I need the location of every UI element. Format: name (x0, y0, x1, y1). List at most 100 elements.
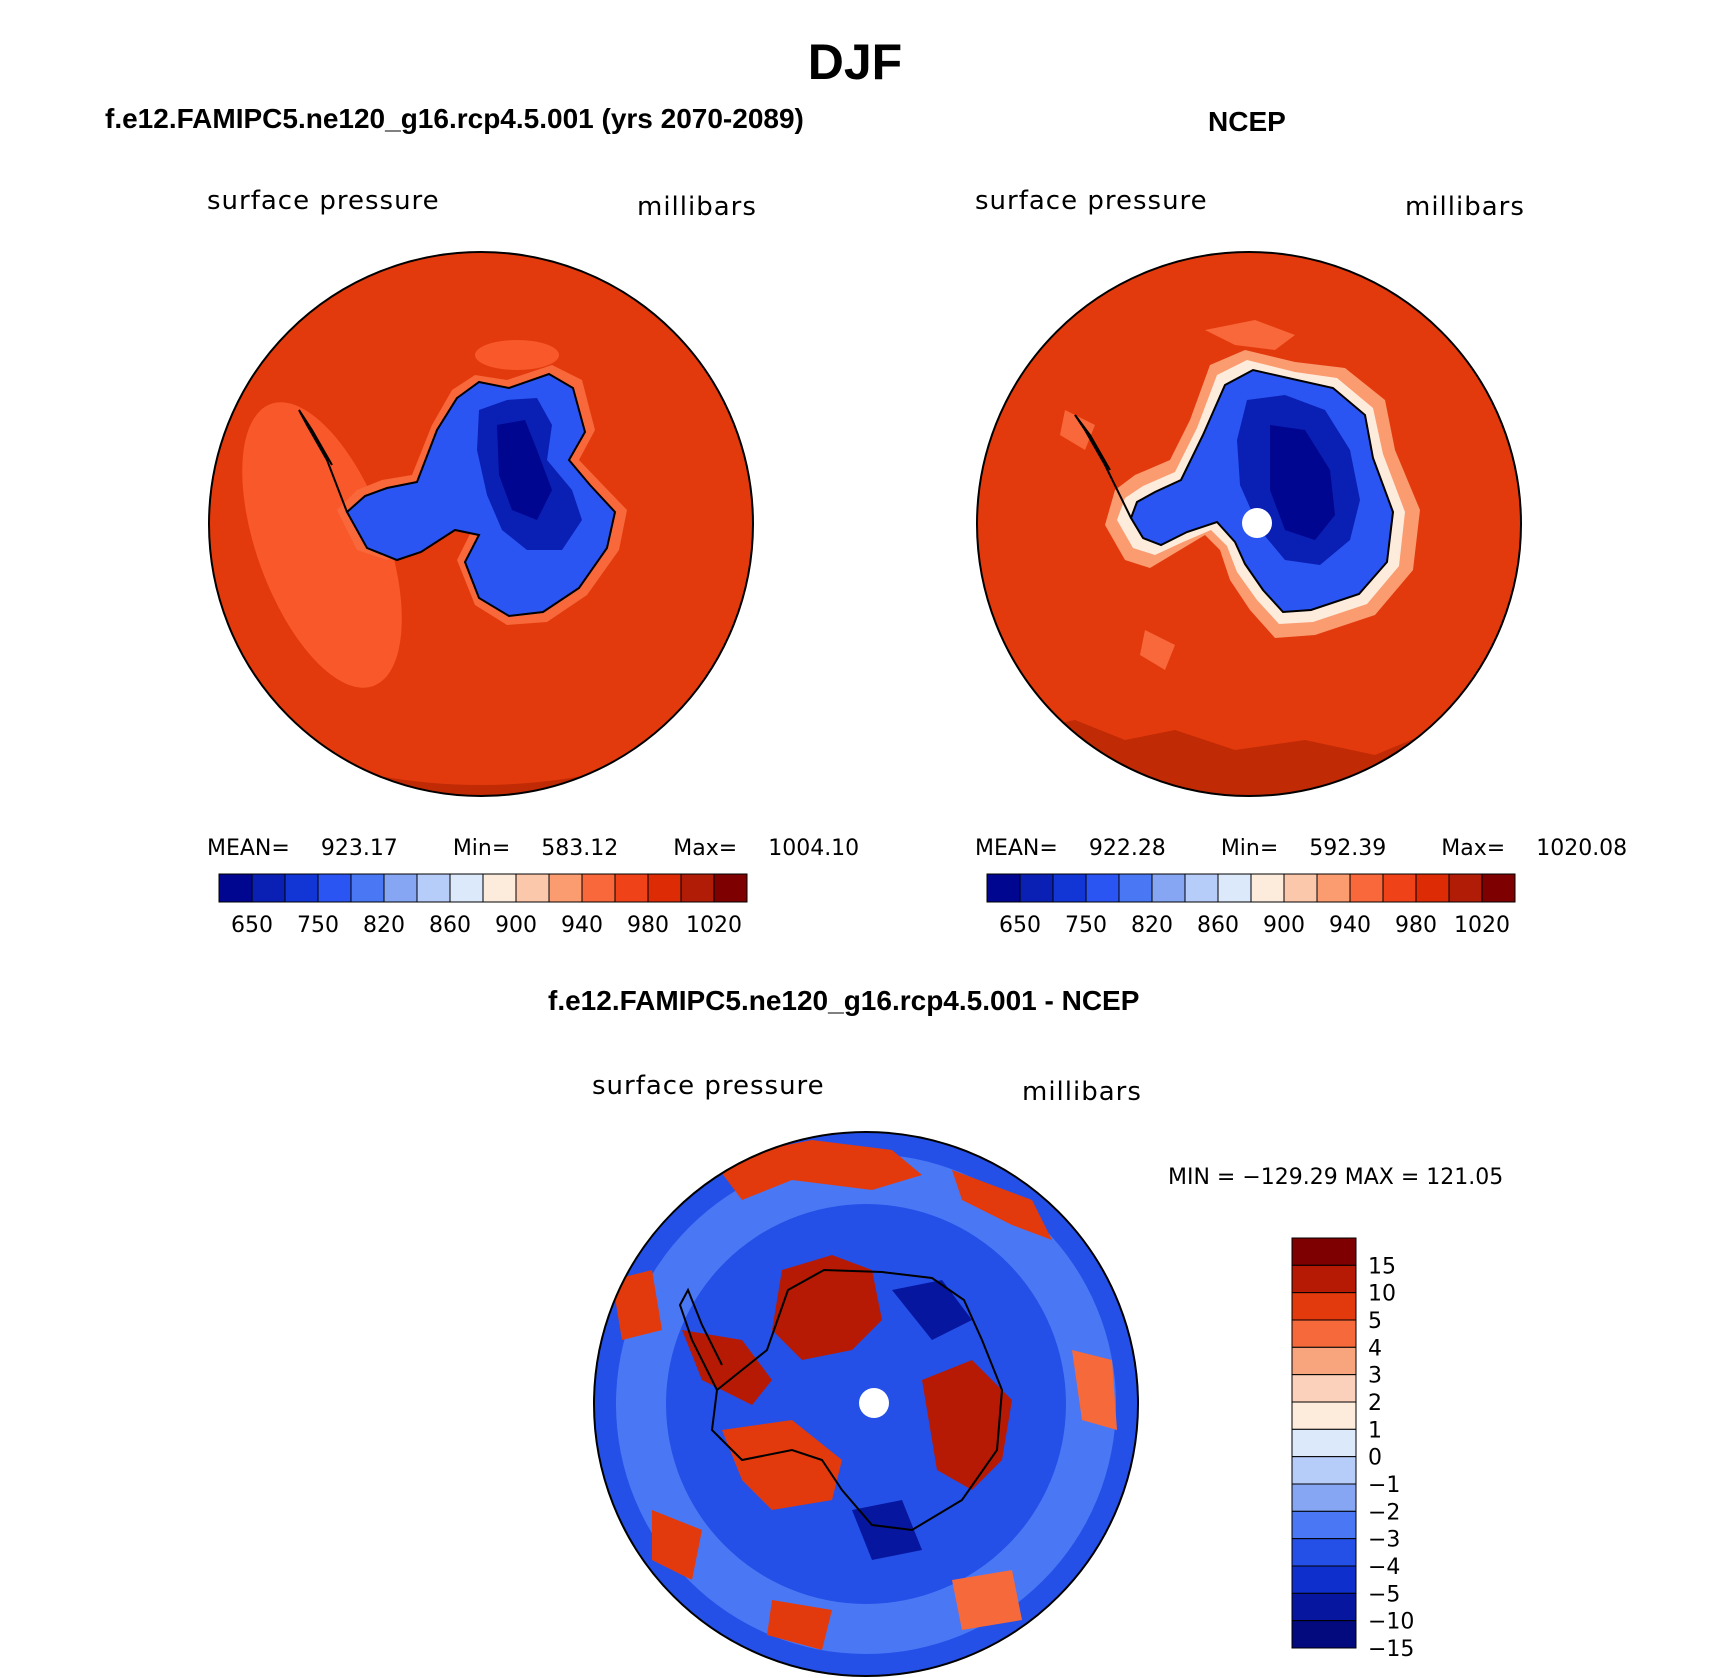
panel-2-patch-c (1140, 630, 1175, 670)
colorbar-box (1118, 873, 1153, 903)
diff-colorbar-box (1291, 1346, 1357, 1376)
diff-colorbar-tick-label: 10 (1368, 1282, 1396, 1307)
colorbar-tick-label: 820 (1131, 913, 1173, 938)
diff-patch-c1 (772, 1255, 882, 1360)
diff-pole-hole (859, 1388, 889, 1418)
panel-1-map-border (208, 251, 754, 797)
diff-colorbar-box (1291, 1592, 1357, 1622)
colorbar-box (680, 873, 715, 903)
diff-panel-polar-map (593, 1131, 1139, 1677)
diff-patch-w1 (612, 1270, 662, 1340)
colorbar-tick-label: 860 (429, 913, 471, 938)
colorbar-box (251, 873, 286, 903)
colorbar-box (1283, 873, 1318, 903)
diff-colorbar-box (1291, 1428, 1357, 1458)
panel-1-units-label: millibars (637, 192, 757, 222)
colorbar-box (317, 873, 352, 903)
diff-colorbar-box (1291, 1456, 1357, 1485)
colorbar-tick-label: 940 (561, 913, 603, 938)
colorbar-box (1019, 873, 1054, 903)
panel-1-variable-label: surface pressure (207, 186, 440, 216)
panel-1-peninsula-coast (298, 409, 348, 513)
diff-colorbar-tick-label: 2 (1368, 1391, 1382, 1416)
diff-patch-c3 (722, 1420, 842, 1510)
panel-2-polar-map (976, 251, 1522, 797)
diff-colorbar-tick-label: −1 (1368, 1473, 1400, 1498)
diff-colorbar-box (1291, 1510, 1357, 1540)
colorbar-tick-label: 860 (1197, 913, 1239, 938)
colorbar-box (548, 873, 583, 903)
colorbar-box (449, 873, 484, 903)
diff-panel-title: f.e12.FAMIPC5.ne120_g16.rcp4.5.001 - NCE… (548, 985, 1140, 1016)
colorbar-tick-label: 980 (1395, 913, 1437, 938)
diff-colorbar-tick-label: −3 (1368, 1528, 1400, 1553)
colorbar-tick-label: 650 (999, 913, 1041, 938)
diff-colorbar-box (1291, 1565, 1357, 1594)
diff-colorbar-box (1291, 1620, 1357, 1649)
panel-2-patch-a (1205, 320, 1295, 350)
diff-coastline (710, 1268, 1004, 1532)
panel-1-pacific-low (242, 402, 402, 688)
diff-colorbar-tick-label: −5 (1368, 1582, 1400, 1607)
colorbar-box (1481, 873, 1516, 903)
diff-patch-s3 (952, 1570, 1022, 1630)
colorbar-tick-label: 900 (1263, 913, 1305, 938)
diff-patch-c6 (852, 1500, 922, 1560)
diff-patch-n1 (712, 1140, 922, 1200)
panel-1-atlantic-low (475, 340, 559, 370)
panel-2-pole-hole (1242, 508, 1272, 538)
diff-colorbar-tick-label: −10 (1368, 1610, 1414, 1635)
panel-2-patch-b (1060, 410, 1095, 450)
diff-panel-minmax: MIN = −129.29 MAX = 121.05 (1168, 1165, 1504, 1190)
panel-2-stats: MEAN= 922.28 Min= 592.39 Max= 1020.08 (975, 836, 1628, 861)
colorbar-box (1184, 873, 1219, 903)
diff-colorbar-box (1291, 1319, 1357, 1348)
diff-patch-e1 (1072, 1350, 1117, 1430)
diff-panel-units-label: millibars (1022, 1077, 1142, 1107)
colorbar-box (482, 873, 517, 903)
diff-colorbar-tick-label: 4 (1368, 1336, 1382, 1361)
colorbar-tick-label: 750 (1065, 913, 1107, 938)
panel-2-coastline (1129, 368, 1395, 614)
colorbar-box (1085, 873, 1120, 903)
panel-1-polar-map (208, 251, 754, 797)
diff-colorbar-tick-label: 5 (1368, 1309, 1382, 1334)
colorbar-box (1382, 873, 1417, 903)
diff-colorbar-box (1291, 1264, 1357, 1294)
diff-colorbar-tick-label: −15 (1368, 1637, 1414, 1660)
diff-patch-c5 (892, 1280, 972, 1340)
diff-colorbar-tick-label: −4 (1368, 1555, 1400, 1580)
panel-2-variable-label: surface pressure (975, 186, 1208, 216)
colorbar-box (1250, 873, 1285, 903)
panel-1-title: f.e12.FAMIPC5.ne120_g16.rcp4.5.001 (yrs … (105, 103, 804, 134)
colorbar-box (1052, 873, 1087, 903)
colorbar-box (1349, 873, 1384, 903)
panel-1-dome (497, 420, 552, 520)
panel-2-colorbar: 650 750 820 860 900 940 980 1020 (986, 873, 1516, 938)
colorbar-box (416, 873, 451, 903)
panel-2-title: NCEP (1208, 106, 1286, 137)
colorbar-tick-label: 1020 (1454, 913, 1510, 938)
colorbar-box (350, 873, 385, 903)
diff-patch-n2 (952, 1170, 1052, 1240)
diff-colorbar-box (1291, 1538, 1357, 1567)
colorbar-tick-label: 980 (627, 913, 669, 938)
panel-1-coastline (345, 372, 617, 618)
colorbar-tick-label: 1020 (686, 913, 742, 938)
diff-colorbar-tick-label: 1 (1368, 1418, 1382, 1443)
colorbar-tick-label: 750 (297, 913, 339, 938)
panel-1-stats: MEAN= 923.17 Min= 583.12 Max= 1004.10 (207, 836, 860, 861)
colorbar-tick-label: 900 (495, 913, 537, 938)
diff-colorbar-box (1291, 1374, 1357, 1403)
diff-peninsula-coast (678, 1287, 723, 1391)
colorbar-box (581, 873, 616, 903)
colorbar-box (218, 873, 253, 903)
diff-patch-c4 (922, 1360, 1012, 1490)
colorbar-box (1415, 873, 1450, 903)
colorbar-box (647, 873, 682, 903)
figure-title: DJF (807, 34, 903, 90)
diff-colorbar-box (1291, 1292, 1357, 1321)
panel-2-dome (1270, 425, 1335, 540)
diff-patch-c2 (682, 1330, 772, 1405)
